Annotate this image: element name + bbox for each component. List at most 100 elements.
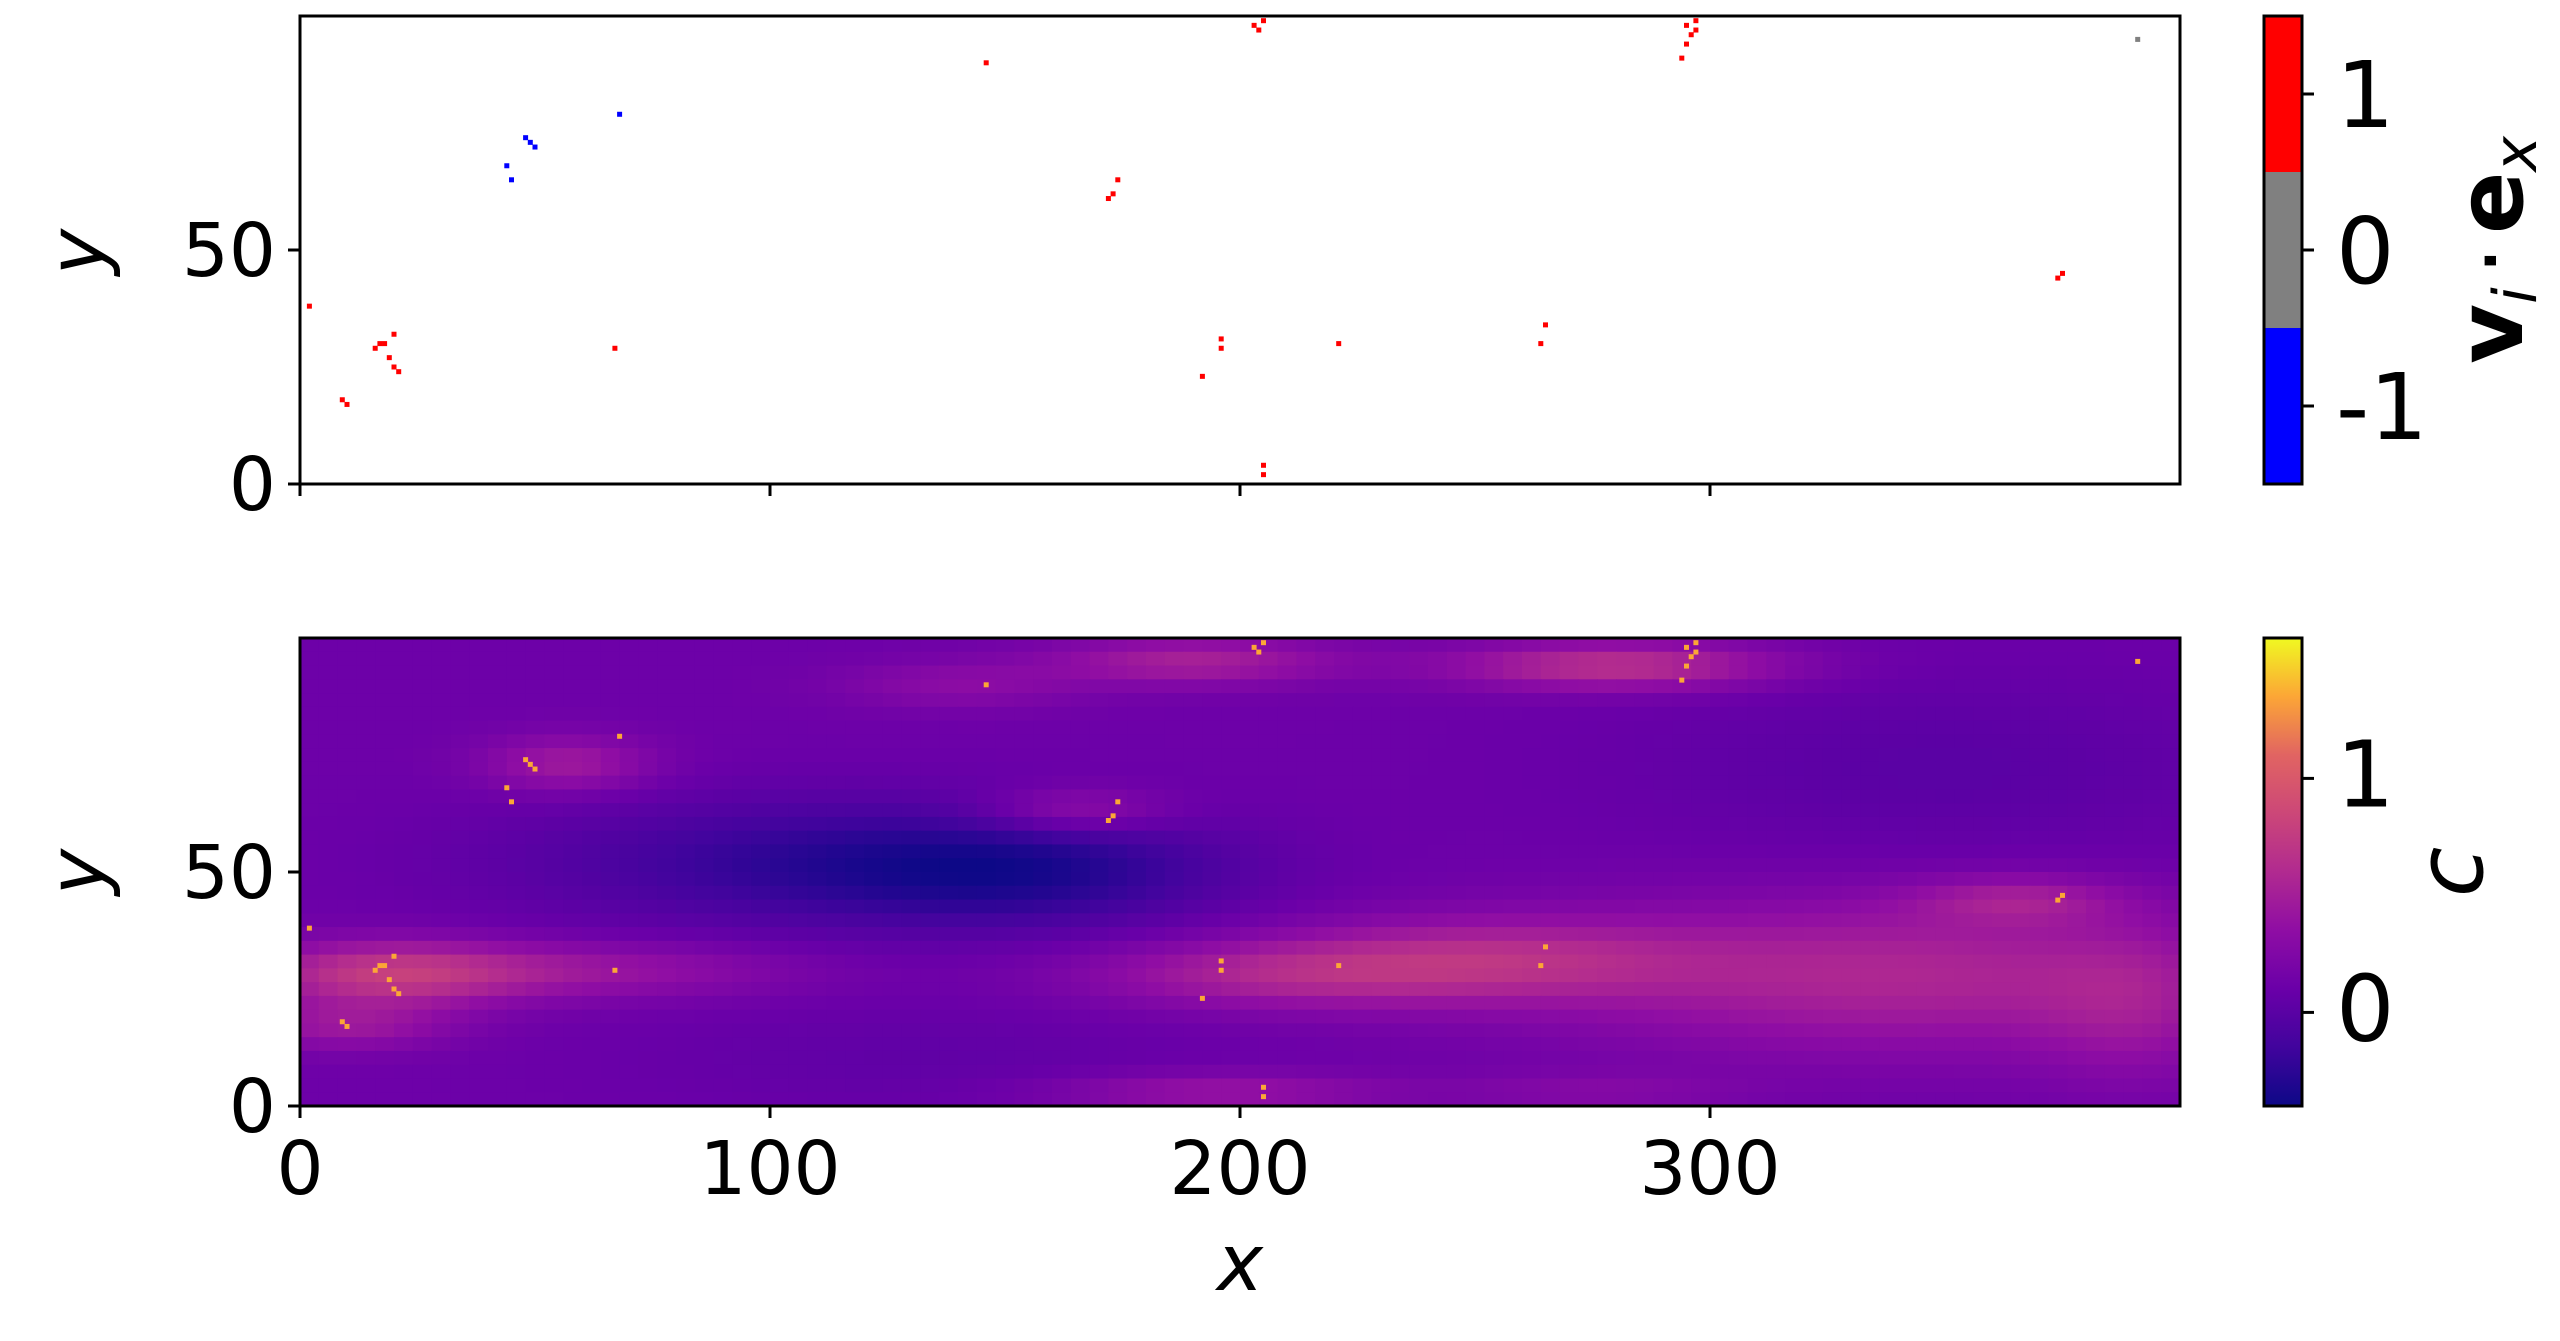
heatmap-cell	[1597, 803, 1617, 818]
heatmap-cell	[1014, 816, 1034, 832]
heatmap-cell	[920, 995, 940, 1011]
heatmap-cell	[1315, 789, 1335, 804]
heatmap-cell	[2104, 1009, 2125, 1025]
heatmap-cell	[582, 720, 602, 736]
heatmap-cell	[676, 748, 696, 763]
heatmap-cell	[1747, 706, 1768, 722]
heatmap-cell	[1446, 651, 1467, 667]
heatmap-cell	[2086, 968, 2106, 983]
heatmap-cell	[939, 954, 959, 970]
heatmap-cell	[1691, 789, 1711, 804]
heatmap-cell	[1183, 734, 1204, 749]
heatmap-cell	[2029, 1064, 2050, 1080]
heatmap-cell	[337, 789, 358, 804]
heatmap-cell	[1183, 789, 1204, 804]
heatmap-cell	[1033, 638, 1053, 653]
heatmap-cell	[1465, 775, 1486, 791]
heatmap-cell	[1898, 1009, 1918, 1025]
heatmap-cell	[1540, 665, 1561, 681]
heatmap-cell	[995, 761, 1016, 777]
heatmap-cell	[2161, 899, 2181, 915]
heatmap-cell	[1954, 1078, 1974, 1094]
heatmap-cell	[1183, 982, 1204, 997]
heatmap-cell	[976, 789, 997, 804]
heatmap-cell	[582, 1092, 602, 1107]
heatmap-cell	[619, 706, 640, 722]
heatmap-cell	[2086, 1009, 2106, 1025]
heatmap-cell	[976, 830, 997, 846]
heatmap-cell	[469, 775, 489, 791]
heatmap-cell	[939, 665, 959, 681]
heatmap-cell	[2142, 693, 2162, 708]
heatmap-cell	[901, 665, 922, 681]
heatmap-cell	[1992, 693, 2012, 708]
heatmap-cell	[469, 1050, 489, 1066]
heatmap-cell	[1428, 872, 1448, 887]
heatmap-cell	[1503, 651, 1523, 667]
heatmap-cell	[2142, 1009, 2162, 1025]
heatmap-cell	[2142, 830, 2162, 846]
heatmap-cell	[1841, 885, 1862, 901]
heatmap-cell	[1277, 968, 1298, 983]
heatmap-cell	[1973, 844, 1993, 860]
heatmap-cell	[1503, 1050, 1523, 1066]
heatmap-cell	[770, 693, 790, 708]
heatmap-cell	[469, 638, 489, 653]
heatmap-cell	[694, 789, 715, 804]
heatmap-cell	[676, 816, 696, 832]
heatmap-cell	[1728, 638, 1749, 653]
heatmap-cell	[751, 995, 771, 1011]
heatmap-cell	[1503, 679, 1523, 694]
heatmap-cell	[1898, 968, 1918, 983]
heatmap-cell	[1465, 899, 1486, 915]
heatmap-cell	[619, 775, 640, 791]
heatmap-cell	[1973, 789, 1993, 804]
heatmap-cell	[600, 638, 621, 653]
heatmap-cell	[544, 844, 564, 860]
heatmap-cell	[1860, 982, 1880, 997]
heatmap-cell	[412, 982, 433, 997]
heatmap-cell	[394, 927, 414, 942]
heatmap-cell	[1559, 748, 1580, 763]
heatmap-cell	[600, 995, 621, 1011]
heatmap-cell	[788, 720, 809, 736]
heatmap-cell	[1559, 734, 1580, 749]
heatmap-cell	[845, 830, 865, 846]
heatmap-cell	[920, 858, 940, 873]
heatmap-cell	[1465, 844, 1486, 860]
heatmap-cell	[506, 995, 527, 1011]
heatmap-cell	[1785, 706, 1805, 722]
heatmap-cell	[1841, 982, 1862, 997]
heatmap-cell	[1108, 927, 1128, 942]
heatmap-cell	[1183, 1092, 1204, 1107]
heatmap-cell	[431, 693, 452, 708]
particle-point	[1684, 663, 1689, 669]
heatmap-cell	[2104, 954, 2125, 970]
heatmap-cell	[2010, 803, 2031, 818]
heatmap-cell	[657, 789, 677, 804]
heatmap-cell	[1089, 1009, 1110, 1025]
heatmap-cell	[2142, 748, 2162, 763]
heatmap-cell	[563, 1023, 583, 1038]
heatmap-cell	[638, 734, 658, 749]
heatmap-cell	[2048, 651, 2068, 667]
heatmap-cell	[1183, 1078, 1204, 1094]
heatmap-cell	[807, 968, 828, 983]
heatmap-cell	[770, 734, 790, 749]
heatmap-cell	[807, 693, 828, 708]
heatmap-cell	[431, 982, 452, 997]
heatmap-cell	[1578, 803, 1598, 818]
heatmap-cell	[1202, 789, 1222, 804]
heatmap-cell	[300, 720, 320, 736]
heatmap-cell	[1052, 1037, 1072, 1052]
heatmap-cell	[958, 1023, 978, 1038]
heatmap-cell	[1522, 734, 1542, 749]
heatmap-cell	[1841, 1037, 1862, 1052]
heatmap-cell	[2104, 982, 2125, 997]
heatmap-cell	[1522, 858, 1542, 873]
heatmap-cell	[1672, 1023, 1692, 1038]
heatmap-cell	[1916, 830, 1937, 846]
heatmap-cell	[506, 1037, 527, 1052]
heatmap-cell	[1428, 1078, 1448, 1094]
heatmap-cell	[1371, 995, 1392, 1011]
